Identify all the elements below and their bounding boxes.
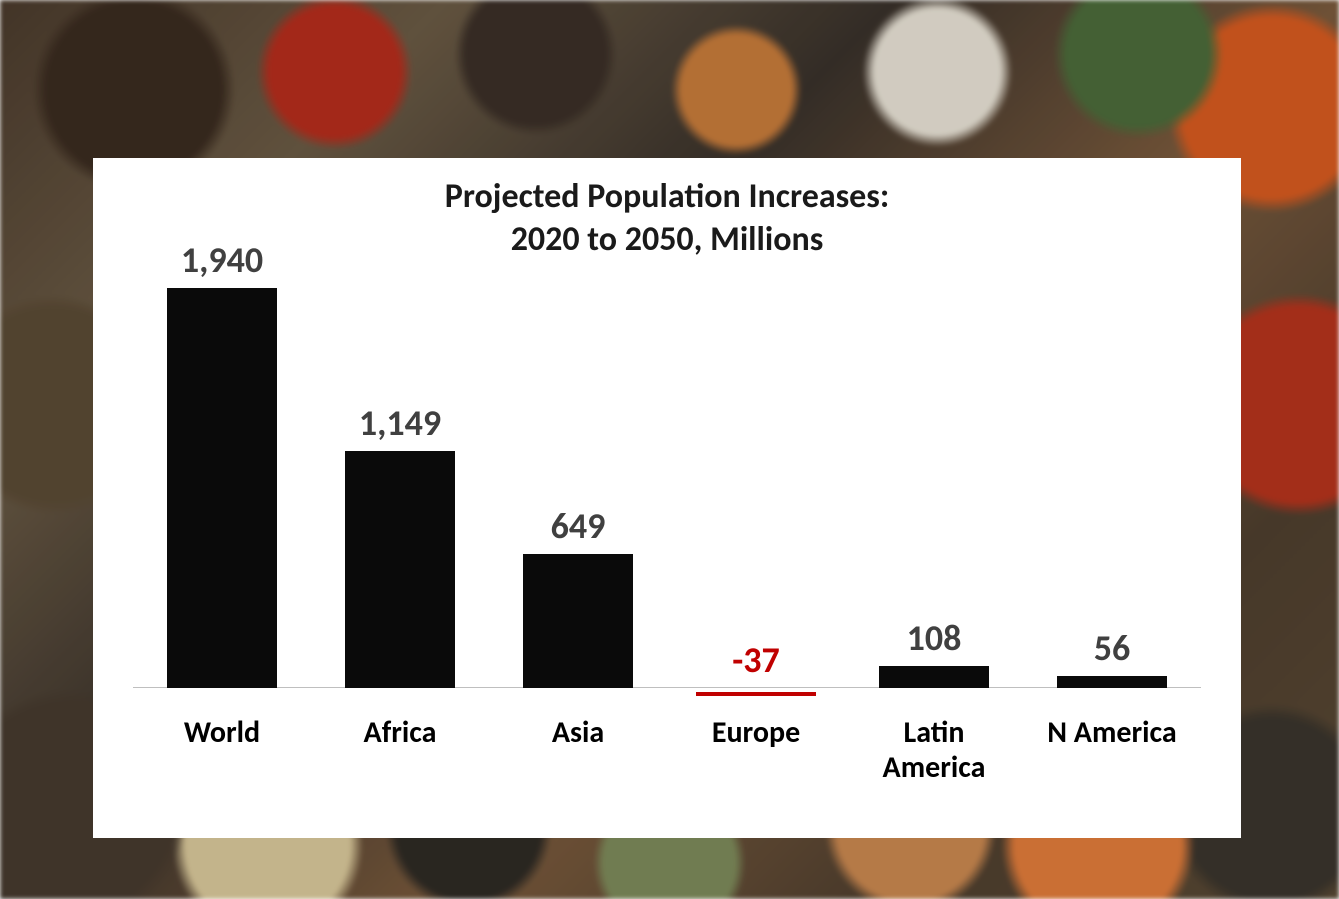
category-label-3: Europe (667, 716, 845, 751)
bar-2 (523, 554, 633, 688)
category-label-1: Africa (311, 716, 489, 751)
value-label-1: 1,149 (310, 401, 490, 445)
category-label-4: Latin America (845, 716, 1023, 785)
bar-4 (879, 666, 989, 688)
chart-panel: Projected Population Increases: 2020 to … (93, 158, 1241, 838)
value-label-0: 1,940 (132, 238, 312, 282)
category-label-0: World (133, 716, 311, 751)
category-label-2: Asia (489, 716, 667, 751)
chart-title-line1: Projected Population Increases: (445, 176, 890, 217)
plot-area: 1,9401,149649-3710856 (133, 288, 1201, 688)
chart-title-line2: 2020 to 2050, Millions (511, 219, 824, 260)
value-label-2: 649 (488, 504, 668, 548)
negative-marker-3 (696, 692, 816, 696)
value-label-4: 108 (844, 616, 1024, 660)
category-label-5: N America (1023, 716, 1201, 751)
bar-0 (167, 288, 277, 688)
value-label-3: -37 (666, 638, 846, 682)
bar-5 (1057, 676, 1167, 688)
x-axis-baseline (133, 687, 1201, 688)
bar-1 (345, 451, 455, 688)
value-label-5: 56 (1022, 626, 1202, 670)
